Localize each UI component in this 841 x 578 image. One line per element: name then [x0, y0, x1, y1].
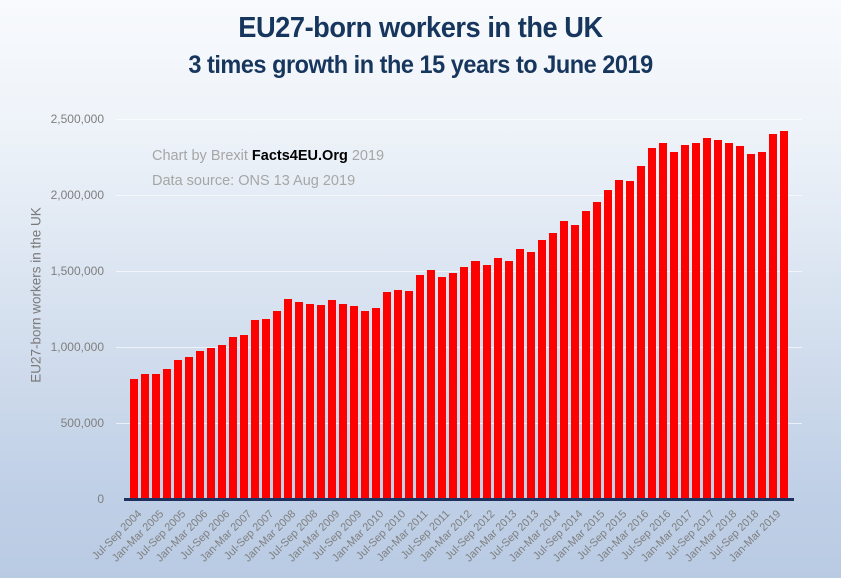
- bar: [449, 273, 458, 498]
- bar: [625, 181, 634, 498]
- bar: [141, 374, 150, 498]
- bar: [680, 145, 689, 498]
- bar: [405, 291, 414, 498]
- bar: [592, 202, 601, 498]
- bar: [383, 292, 392, 498]
- bar: [416, 275, 425, 498]
- annotation-credit-line: Chart by Brexit Facts4EU.Org 2019: [152, 144, 384, 169]
- bar: [207, 348, 216, 498]
- bar: [504, 261, 513, 498]
- gridline: [116, 195, 802, 196]
- bar: [735, 146, 744, 498]
- gridline: [116, 347, 802, 348]
- bar: [130, 379, 139, 498]
- y-axis-title: EU27-born workers in the UK: [28, 207, 44, 383]
- bar: [361, 311, 370, 498]
- bar: [460, 267, 469, 498]
- annotation-credit-prefix: Chart by Brexit: [152, 148, 252, 164]
- plot-area: [116, 119, 802, 500]
- bar: [317, 305, 326, 498]
- bar: [328, 300, 337, 498]
- gridline: [116, 271, 802, 272]
- bar: [581, 211, 590, 498]
- bar: [394, 290, 403, 498]
- bar: [350, 306, 359, 498]
- bar: [493, 258, 502, 498]
- bar: [559, 221, 568, 498]
- bar: [537, 240, 546, 498]
- chart-title: EU27-born workers in the UK: [238, 12, 603, 44]
- y-axis-tick-label: 1,000,000: [50, 340, 104, 354]
- bar: [251, 320, 260, 498]
- bar: [306, 304, 315, 498]
- chart-annotation: Chart by Brexit Facts4EU.Org 2019 Data s…: [152, 144, 384, 194]
- bar: [614, 180, 623, 498]
- bar: [229, 337, 238, 498]
- annotation-brand: Facts4EU.Org: [251, 148, 348, 164]
- bar: [691, 143, 700, 498]
- bar: [724, 143, 733, 498]
- y-axis-tick-label: 2,500,000: [50, 112, 104, 126]
- bar: [427, 270, 436, 498]
- bar: [185, 357, 194, 498]
- y-axis-tick-label: 500,000: [60, 416, 104, 430]
- x-axis-line: [124, 498, 794, 501]
- y-axis-tick-label: 2,000,000: [50, 188, 104, 202]
- annotation-credit-suffix: 2019: [347, 148, 385, 164]
- bar: [515, 249, 524, 498]
- bar: [482, 265, 491, 498]
- bar: [702, 138, 711, 498]
- bar: [526, 252, 535, 498]
- bar: [603, 190, 612, 498]
- bar: [713, 140, 722, 498]
- bar: [295, 302, 304, 498]
- gridline: [116, 423, 802, 424]
- bar: [757, 152, 766, 498]
- bar: [548, 233, 557, 498]
- gridline: [116, 119, 802, 120]
- bar: [284, 299, 293, 498]
- bar: [152, 374, 161, 498]
- bar: [163, 369, 172, 498]
- bar: [339, 304, 348, 498]
- bar: [174, 360, 183, 498]
- bar-series: [130, 120, 788, 498]
- y-axis-tick-label: 1,500,000: [50, 264, 104, 278]
- bar: [273, 311, 282, 498]
- y-axis-tick-label: 0: [97, 492, 104, 506]
- bar: [779, 131, 788, 498]
- bar: [658, 143, 667, 498]
- annotation-data-source: Data source: ONS 13 Aug 2019: [152, 173, 356, 189]
- bar: [196, 351, 205, 498]
- bar: [647, 148, 656, 498]
- bar: [218, 345, 227, 498]
- bar: [240, 335, 249, 498]
- bar: [570, 225, 579, 498]
- chart-subtitle: 3 times growth in the 15 years to June 2…: [188, 51, 653, 79]
- bar: [372, 308, 381, 498]
- bar: [262, 319, 271, 498]
- bar: [636, 166, 645, 498]
- bar: [669, 152, 678, 498]
- bar: [768, 134, 777, 498]
- bar: [438, 277, 447, 498]
- bar: [471, 261, 480, 498]
- bar: [746, 154, 755, 498]
